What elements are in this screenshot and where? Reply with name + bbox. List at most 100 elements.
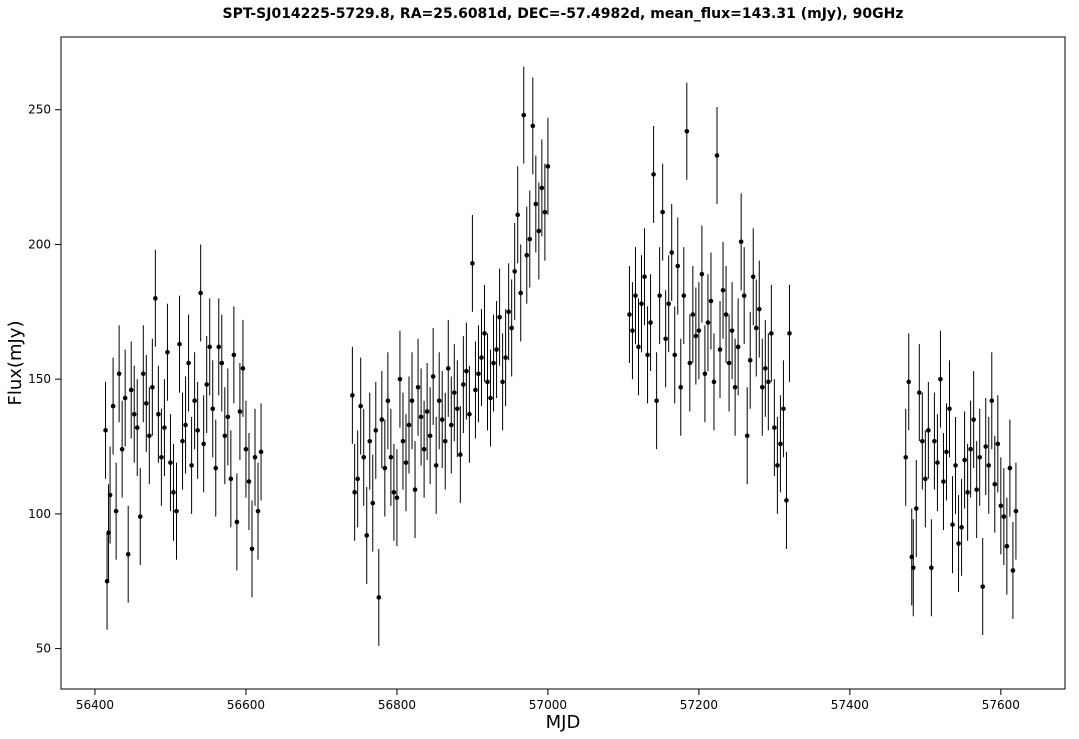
data-point <box>159 454 164 460</box>
data-point <box>977 454 982 460</box>
x-tick-label: 57000 <box>529 698 567 712</box>
data-point <box>231 352 237 358</box>
data-point <box>249 546 255 552</box>
data-point <box>216 344 222 350</box>
data-point <box>476 371 481 377</box>
data-point <box>461 382 466 387</box>
data-point <box>657 293 662 298</box>
y-tick-label: 50 <box>36 642 51 656</box>
data-point <box>772 425 777 430</box>
data-point <box>763 366 768 371</box>
data-point <box>747 358 753 363</box>
data-point <box>702 371 708 377</box>
data-point <box>207 344 213 350</box>
data-point <box>503 355 508 360</box>
data-point <box>140 371 146 377</box>
data-point <box>941 479 946 484</box>
data-point <box>923 476 928 482</box>
data-point <box>171 490 176 495</box>
data-point <box>433 463 439 468</box>
y-axis-label: Flux(mJy) <box>5 321 26 406</box>
data-point <box>458 452 463 457</box>
data-point <box>204 382 209 387</box>
x-axis: 56400 56600 56800 57000 57200 57400 57600 <box>76 689 1020 712</box>
data-point <box>180 438 185 444</box>
data-point <box>201 441 206 447</box>
data-point <box>150 384 155 390</box>
data-point <box>527 236 533 242</box>
data-point <box>451 390 457 395</box>
data-point <box>645 352 650 358</box>
data-point <box>442 438 448 444</box>
data-point <box>406 422 412 428</box>
data-point <box>672 352 678 358</box>
data-point <box>198 290 203 296</box>
data-point <box>636 344 641 350</box>
data-point <box>738 239 744 245</box>
data-point <box>1013 508 1019 514</box>
data-point <box>195 428 200 433</box>
data-point <box>642 274 647 280</box>
data-point <box>367 438 373 444</box>
data-point <box>403 460 409 465</box>
data-point <box>421 446 427 452</box>
data-point <box>358 403 363 409</box>
data-point <box>630 328 635 333</box>
x-tick-label: 56800 <box>378 698 416 712</box>
data-point <box>355 476 360 482</box>
data-point <box>678 384 684 390</box>
data-point <box>681 293 687 298</box>
data-point <box>168 460 173 465</box>
data-point <box>515 212 521 218</box>
data-point <box>903 454 909 460</box>
data-point <box>497 314 502 320</box>
data-point <box>759 384 765 390</box>
data-point <box>488 395 493 401</box>
data-point <box>183 422 188 428</box>
data-point <box>246 479 252 484</box>
data-point <box>542 209 548 215</box>
data-point <box>714 153 720 158</box>
data-point <box>750 274 756 280</box>
data-point <box>470 261 475 266</box>
data-point <box>1004 543 1010 549</box>
data-point <box>234 519 240 525</box>
data-point <box>479 355 484 360</box>
data-point <box>350 393 355 398</box>
data-point <box>482 331 487 336</box>
data-point <box>165 349 170 355</box>
data-point <box>131 411 137 417</box>
data-point <box>781 406 786 412</box>
chart-title: SPT-SJ014225-5729.8, RA=25.6081d, DEC=-5… <box>223 6 904 22</box>
data-point <box>122 395 128 401</box>
data-point <box>400 438 406 444</box>
data-point <box>240 366 246 371</box>
plot-area-frame <box>60 36 1066 690</box>
data-point <box>110 403 116 409</box>
data-point <box>639 301 644 307</box>
data-point <box>144 401 149 406</box>
data-point <box>370 500 376 506</box>
data-point <box>119 446 125 452</box>
data-point <box>539 185 545 191</box>
data-point <box>675 263 681 269</box>
data-point <box>684 128 690 134</box>
data-point <box>352 490 357 495</box>
data-point <box>388 454 394 460</box>
data-point <box>373 428 379 433</box>
data-point <box>222 433 228 439</box>
data-point <box>778 441 783 447</box>
data-point <box>228 476 234 482</box>
data-point <box>189 463 194 468</box>
data-point <box>137 514 143 519</box>
data-point <box>711 379 717 385</box>
data-point <box>509 325 514 331</box>
data-point <box>237 409 243 414</box>
data-point <box>524 252 530 258</box>
data-point <box>962 457 967 463</box>
x-tick-label: 57600 <box>982 698 1020 712</box>
data-point <box>258 449 264 455</box>
data-point <box>775 463 780 468</box>
y-tick-label: 150 <box>28 372 51 386</box>
data-point <box>103 428 108 433</box>
